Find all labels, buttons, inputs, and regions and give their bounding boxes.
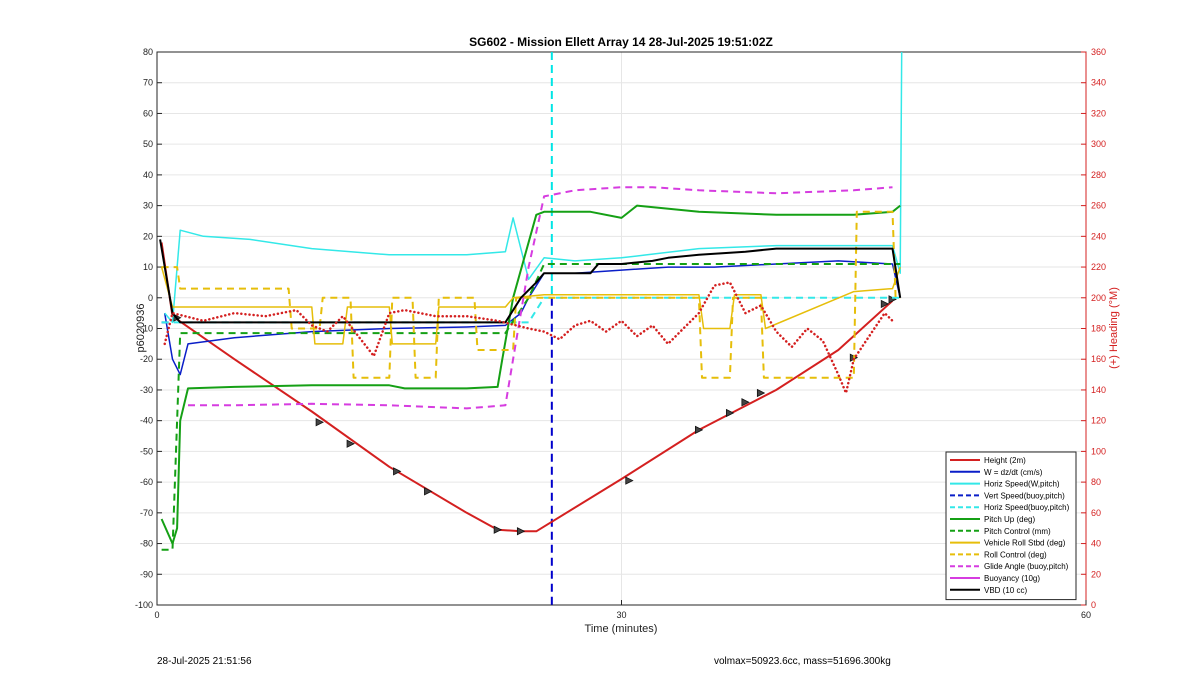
y-tick-label-7: 10 [143, 262, 153, 272]
height-marker-7 [625, 476, 634, 485]
legend-label-2: Horiz Speed(W,pitch) [984, 480, 1060, 489]
y2-tick-label-12: 120 [1091, 416, 1106, 426]
series-line-5 [160, 204, 901, 545]
height-marker-2 [346, 439, 355, 448]
y2-tick-label-7: 220 [1091, 262, 1106, 272]
height-marker-3 [393, 467, 402, 476]
series-line-6 [161, 263, 901, 551]
y-tick-label-0: 80 [143, 47, 153, 57]
y2-tick-label-17: 20 [1091, 569, 1101, 579]
y-tick-label-4: 40 [143, 170, 153, 180]
y2-tick-label-2: 320 [1091, 108, 1106, 118]
legend-label-0: Height (2m) [984, 456, 1026, 465]
y2-tick-label-18: 0 [1091, 600, 1096, 610]
y2-tick-label-11: 140 [1091, 385, 1106, 395]
y-axis-label: p6020936 [135, 304, 147, 353]
x-tick-label-2: 60 [1081, 610, 1091, 620]
legend-label-4: Horiz Speed(buoy,pitch) [984, 503, 1070, 512]
y-tick-label-13: -50 [140, 446, 153, 456]
height-marker-11 [756, 388, 766, 398]
y-tick-label-15: -70 [140, 508, 153, 518]
y-tick-label-12: -40 [140, 416, 153, 426]
legend-label-8: Roll Control (deg) [984, 550, 1047, 559]
y2-tick-label-13: 100 [1091, 446, 1106, 456]
y2-tick-label-10: 160 [1091, 354, 1106, 364]
y-tick-label-10: -20 [140, 354, 153, 364]
y-tick-label-3: 50 [143, 139, 153, 149]
x-tick-label-0: 0 [154, 610, 159, 620]
legend: Height (2m) W = dz/dt (cm/s) Horiz Speed(W… [945, 451, 1077, 601]
legend-label-6: Pitch Control (mm) [984, 527, 1051, 536]
series-line-9 [188, 186, 893, 410]
y2-tick-label-9: 180 [1091, 324, 1106, 334]
height-marker-5 [493, 525, 503, 534]
y-tick-label-6: 20 [143, 231, 153, 241]
labels: 80706050403020100-10-20-30-40-50-60-70-8… [135, 47, 1106, 620]
y-tick-label-5: 30 [143, 201, 153, 211]
y-tick-label-11: -30 [140, 385, 153, 395]
series-line-8 [161, 210, 901, 379]
legend-box [945, 451, 1077, 601]
y-tick-label-2: 60 [143, 108, 153, 118]
legend-label-3: Vert Speed(buoy,pitch) [984, 491, 1065, 500]
footer-volmax-mass: volmax=50923.6cc, mass=51696.300kg [714, 656, 891, 667]
height-marker-4 [424, 487, 433, 496]
y2-tick-label-8: 200 [1091, 293, 1106, 303]
y-tick-label-8: 0 [148, 293, 153, 303]
series-line-2 [164, 51, 903, 324]
y2-tick-label-4: 280 [1091, 170, 1106, 180]
y2-tick-label-5: 260 [1091, 201, 1106, 211]
axes [156, 51, 1087, 606]
y2-tick-label-14: 80 [1091, 477, 1101, 487]
y2-tick-label-1: 340 [1091, 78, 1106, 88]
y2-tick-label-0: 360 [1091, 47, 1106, 57]
legend-label-5: Pitch Up (deg) [984, 515, 1035, 524]
chart-title: SG602 - Mission Ellett Array 14 28-Jul-2… [469, 35, 773, 49]
y-tick-label-16: -80 [140, 539, 153, 549]
height-marker-9 [725, 408, 735, 418]
y2-tick-label-3: 300 [1091, 139, 1106, 149]
height-marker-8 [695, 425, 704, 435]
height-marker-10 [741, 398, 750, 407]
series-line-12 [163, 281, 894, 395]
series-layer [159, 51, 903, 605]
height-marker-6 [516, 527, 526, 536]
footer-timestamp: 28-Jul-2025 21:51:56 [157, 656, 252, 667]
y-tick-label-17: -90 [140, 569, 153, 579]
x-tick-label-1: 30 [616, 610, 626, 620]
y2-axis-label: (+) Heading (°M) [1108, 287, 1120, 369]
y2-tick-label-16: 40 [1091, 539, 1101, 549]
legend-label-1: W = dz/dt (cm/s) [984, 468, 1043, 477]
legend-label-11: VBD (10 cc) [984, 586, 1027, 595]
y2-tick-label-15: 60 [1091, 508, 1101, 518]
y-tick-label-1: 70 [143, 78, 153, 88]
height-marker-1 [315, 418, 324, 427]
legend-label-10: Buoyancy (10g) [984, 574, 1040, 583]
legend-label-7: Vehicle Roll Stbd (deg) [984, 539, 1066, 548]
y2-tick-label-6: 240 [1091, 231, 1106, 241]
y-tick-label-14: -60 [140, 477, 153, 487]
series-line-11 [159, 239, 902, 324]
y-tick-label-9: -10 [140, 324, 153, 334]
x-axis-label: Time (minutes) [585, 623, 658, 635]
series-line-7 [160, 266, 901, 345]
height-marker-13 [880, 299, 890, 309]
y-tick-label-18: -100 [135, 600, 153, 610]
legend-label-9: Glide Angle (buoy,pitch) [984, 562, 1069, 571]
series-line-0 [160, 242, 894, 533]
